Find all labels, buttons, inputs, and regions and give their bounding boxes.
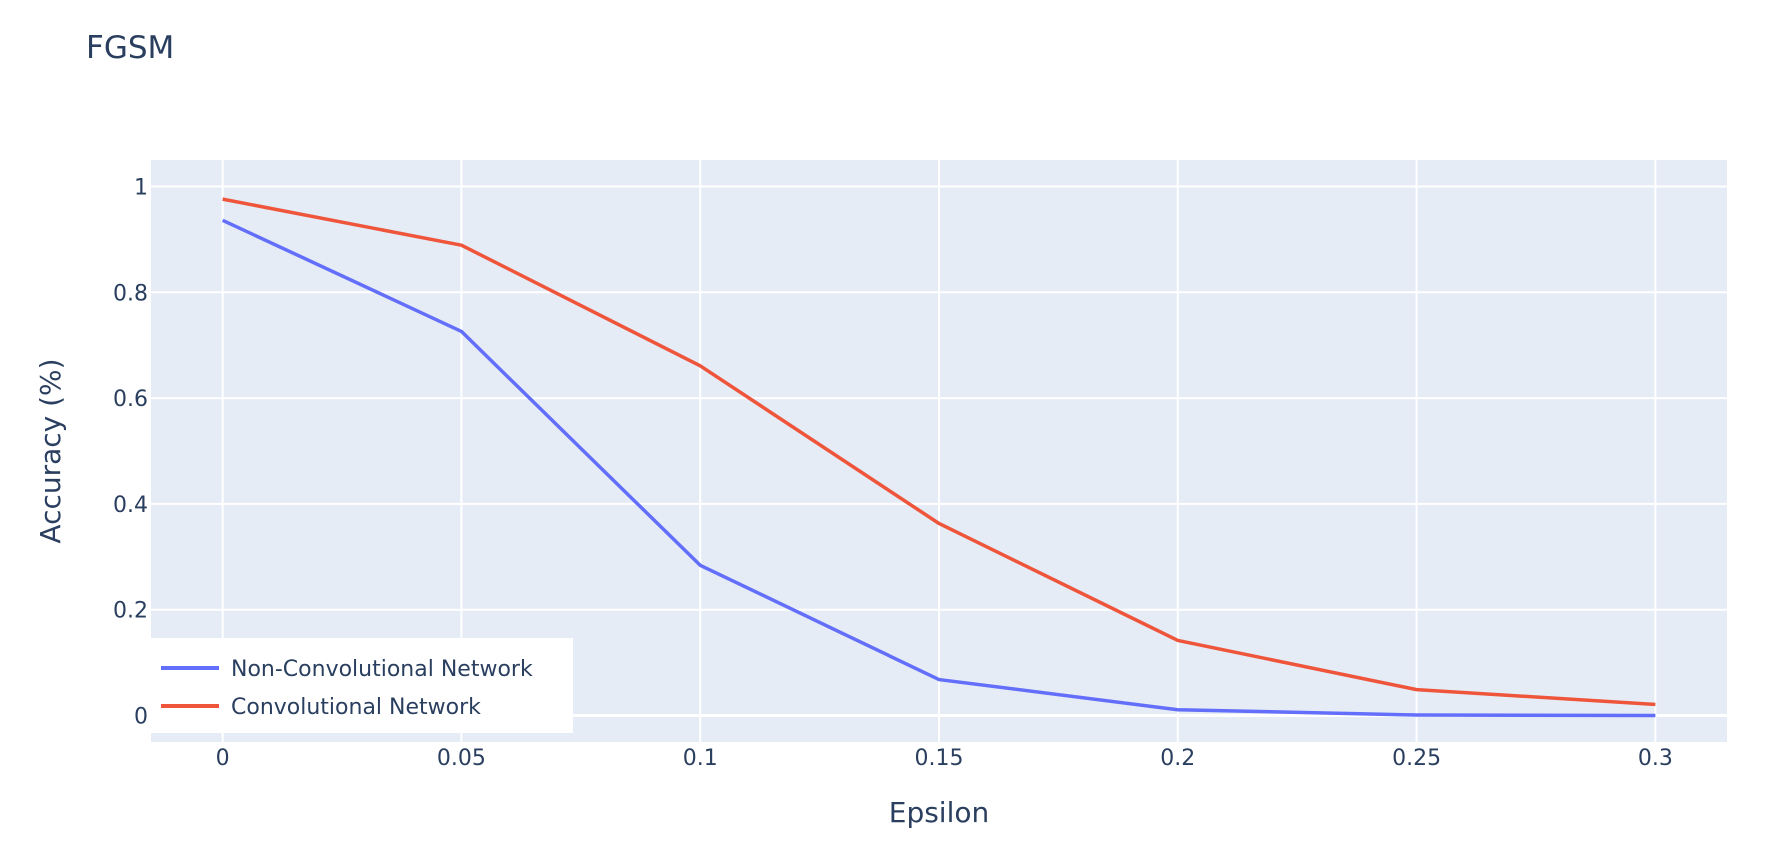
y-ticks: 0 0.2 0.4 0.6 0.8 1	[113, 175, 148, 729]
legend[interactable]: Non-Convolutional Network Convolutional N…	[151, 638, 573, 733]
y-axis-title: Accuracy (%)	[34, 358, 67, 543]
x-tick-label: 0.1	[683, 746, 718, 771]
series-line-1	[222, 197, 1656, 707]
x-tick-label: 0.3	[1638, 746, 1673, 771]
legend-label: Non-Convolutional Network	[231, 657, 533, 682]
x-tick-label: 0.2	[1160, 746, 1195, 771]
x-tick-label: 0.25	[1392, 746, 1441, 771]
x-tick-label: 0	[216, 746, 230, 771]
legend-item-1[interactable]: Convolutional Network	[161, 695, 481, 720]
x-tick-label: 0.05	[437, 746, 486, 771]
legend-box	[151, 638, 573, 733]
y-tick-label: 1	[134, 175, 148, 200]
x-ticks: 0 0.05 0.1 0.15 0.2 0.25 0.3	[216, 746, 1673, 771]
x-axis-title: Epsilon	[889, 796, 990, 829]
x-tick-label: 0.15	[915, 746, 964, 771]
legend-label: Convolutional Network	[231, 695, 481, 720]
y-tick-label: 0.8	[113, 281, 148, 306]
y-tick-label: 0.6	[113, 387, 148, 412]
legend-item-0[interactable]: Non-Convolutional Network	[161, 657, 533, 682]
chart-title: FGSM	[86, 30, 174, 66]
y-tick-label: 0.2	[113, 599, 148, 624]
series-lines	[221, 197, 1656, 718]
series-line-0	[221, 218, 1656, 718]
y-tick-label: 0.4	[113, 493, 148, 518]
y-tick-label: 0	[134, 705, 148, 730]
